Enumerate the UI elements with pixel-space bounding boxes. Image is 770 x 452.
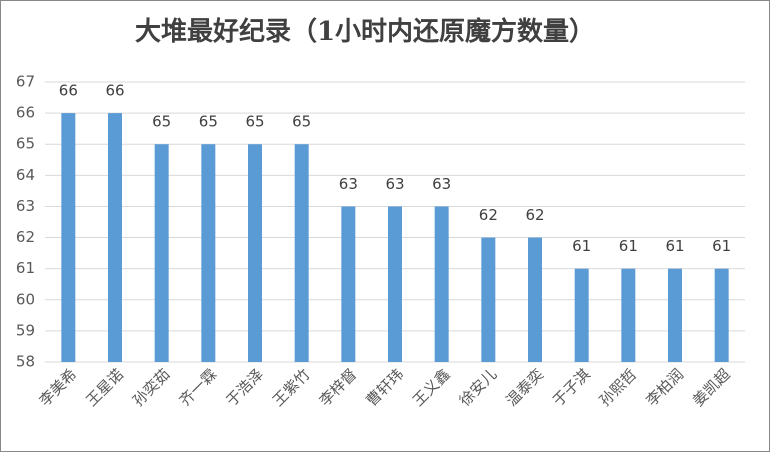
data-label: 61 — [665, 237, 684, 255]
bar — [61, 113, 76, 362]
data-label: 65 — [292, 113, 311, 131]
bar — [714, 268, 729, 362]
y-tick-label: 63 — [16, 197, 35, 215]
bar — [248, 144, 262, 362]
y-tick-label: 66 — [16, 104, 35, 122]
data-label: 61 — [572, 237, 591, 255]
y-tick-label: 67 — [16, 73, 35, 91]
data-label: 66 — [105, 82, 124, 100]
data-label: 65 — [152, 113, 171, 131]
y-tick-label: 59 — [16, 321, 35, 339]
bar — [528, 237, 542, 362]
bar — [481, 237, 496, 362]
bar — [201, 144, 216, 362]
data-label: 61 — [712, 237, 731, 255]
bar — [574, 268, 589, 362]
data-label: 65 — [245, 113, 264, 131]
y-tick-label: 64 — [16, 166, 35, 184]
data-label: 62 — [479, 206, 498, 224]
bar — [341, 206, 356, 362]
data-label: 65 — [199, 113, 218, 131]
data-label: 63 — [385, 175, 404, 193]
bar — [434, 206, 449, 362]
y-tick-label: 62 — [16, 228, 35, 246]
y-tick-label: 65 — [16, 135, 35, 153]
y-tick-label: 60 — [16, 290, 35, 308]
bar — [294, 144, 309, 362]
bar — [108, 113, 122, 362]
chart-title: 大堆最好纪录（1小时内还原魔方数量） — [135, 16, 595, 47]
data-label: 62 — [525, 206, 544, 224]
bar — [388, 206, 402, 362]
data-label: 63 — [339, 175, 358, 193]
y-tick-label: 61 — [16, 259, 35, 277]
data-label: 61 — [619, 237, 638, 255]
data-label: 63 — [432, 175, 451, 193]
bar — [621, 268, 636, 362]
bar — [154, 144, 169, 362]
bar — [668, 268, 682, 362]
y-tick-label: 58 — [16, 353, 35, 371]
data-label: 66 — [59, 82, 78, 100]
